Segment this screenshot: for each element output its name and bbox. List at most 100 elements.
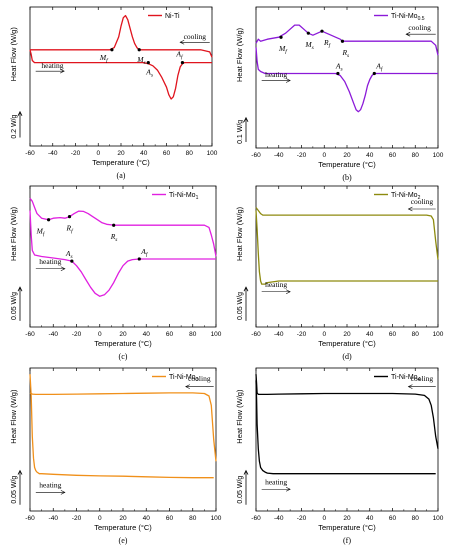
transition-label: Af [140, 247, 149, 258]
x-tick-label: 80 [189, 331, 197, 338]
series-line-cooling [255, 207, 439, 260]
x-tick-label: -40 [49, 331, 59, 338]
legend-label: Ti-Ni-Mo2 [391, 192, 421, 201]
cooling-label: cooling [184, 32, 207, 41]
x-tick-label: 20 [343, 515, 351, 522]
transition-label: As [65, 249, 73, 260]
x-tick-label: 80 [412, 515, 420, 522]
x-tick-label: 20 [117, 150, 125, 157]
x-axis-label: Temperature (°C) [92, 158, 150, 167]
panel-caption: (a) [117, 171, 126, 180]
x-tick-label: 0 [98, 515, 102, 522]
panel-caption: (f) [343, 536, 351, 545]
transition-point [372, 71, 376, 76]
x-tick-label: 80 [189, 515, 197, 522]
panel-d: -60 -40 -20 0 20 40 60 80 100 Temperature (°C) Hea… [235, 185, 444, 361]
series-line-heating [255, 47, 438, 113]
y-axis-label: Heat Flow (W/g) [235, 27, 244, 82]
scale-bar-label: 0.05 W/g [237, 476, 244, 504]
cooling-arrowhead [407, 384, 413, 389]
x-tick-label: 80 [412, 331, 420, 338]
cooling-label: cooling [411, 374, 434, 383]
transition-point [112, 223, 116, 227]
scale-bar-arrow [243, 116, 249, 122]
x-tick-label: 40 [140, 150, 148, 157]
x-tick-label: -40 [274, 152, 284, 159]
x-tick-label: -60 [251, 515, 261, 522]
x-tick-label: 80 [186, 150, 194, 157]
x-tick-label: 100 [211, 331, 222, 338]
x-tick-label: 100 [433, 331, 444, 338]
x-tick-label: 80 [412, 152, 420, 159]
transition-label: As [335, 61, 343, 72]
heating-label: heating [41, 61, 63, 70]
x-tick-label: 0 [96, 150, 100, 157]
x-tick-label: -20 [72, 515, 82, 522]
x-tick-label: -60 [25, 515, 35, 522]
x-tick-label: -20 [297, 331, 307, 338]
transition-point [279, 35, 283, 39]
heating-arrowhead [60, 266, 66, 272]
x-axis-label: Temperature (°C) [318, 160, 376, 169]
y-axis-label: Heat Flow (W/g) [9, 27, 18, 82]
x-tick-label: 20 [119, 331, 127, 338]
x-tick-label: -40 [274, 331, 284, 338]
x-tick-label: 40 [366, 331, 374, 338]
heating-arrowhead [285, 486, 291, 492]
transition-label: Ms [304, 40, 313, 51]
transition-point [306, 31, 310, 35]
scale-bar-label: 0.1 W/g [237, 120, 244, 144]
x-tick-label: -60 [251, 331, 261, 338]
heating-arrowhead [60, 490, 66, 495]
cooling-label: cooling [408, 23, 431, 32]
transition-point [110, 48, 114, 52]
transition-label: Rs [341, 48, 349, 59]
legend-label: Ti-Ni-Mo3 [169, 374, 199, 383]
transition-point [340, 39, 345, 43]
x-tick-label: 60 [389, 331, 397, 338]
cooling-arrowhead [185, 384, 190, 389]
cooling-arrowhead [405, 31, 411, 37]
x-tick-label: -20 [297, 152, 307, 159]
transition-point [146, 61, 150, 65]
transition-label: As [145, 68, 153, 79]
panel-f: -60 -40 -20 0 20 40 60 80 100 Temperature (°C) Hea… [235, 367, 444, 545]
x-tick-label: -40 [48, 150, 58, 157]
x-tick-label: -20 [71, 150, 81, 157]
series-line-cooling [30, 14, 213, 58]
transition-label: Mf [99, 53, 109, 64]
transition-label: Mf [36, 227, 46, 238]
x-tick-label: -60 [251, 152, 261, 159]
x-tick-label: -60 [25, 331, 35, 338]
heating-label: heating [265, 70, 287, 79]
x-tick-label: 20 [343, 152, 351, 159]
legend-label: Ti-Ni-Mo4 [391, 374, 421, 383]
series-line-heating [29, 49, 212, 100]
scale-bar-arrow [17, 286, 23, 292]
plot-frame [255, 185, 439, 328]
scale-bar-arrow [17, 110, 23, 116]
x-tick-label: 0 [322, 152, 326, 159]
legend-label: Ti-Ni-Mo1 [169, 192, 199, 201]
panel-e: -60 -40 -20 0 20 40 60 80 100 Temperature (°C) Hea… [9, 367, 222, 545]
scale-bar-label: 0.2 W/g [11, 114, 18, 138]
x-tick-label: -20 [297, 515, 307, 522]
series-line-heating [255, 380, 436, 475]
cooling-label: cooling [411, 197, 434, 206]
transition-label: Mf [278, 44, 288, 55]
transition-point [320, 29, 324, 33]
scale-bar-arrow [243, 469, 249, 475]
x-tick-label: 40 [366, 152, 374, 159]
cooling-label: cooling [188, 374, 211, 383]
cooling-arrowhead [407, 206, 413, 212]
x-tick-label: -20 [72, 331, 82, 338]
legend-label: Ni-Ti [165, 13, 180, 20]
transition-label: Rs [110, 232, 118, 243]
legend-label: Ti-Ni-Mo0.5 [391, 13, 425, 22]
x-tick-label: 60 [389, 515, 397, 522]
x-tick-label: 100 [433, 152, 444, 159]
heating-arrowhead [59, 68, 65, 74]
x-tick-label: 40 [366, 515, 374, 522]
x-tick-label: -40 [49, 515, 59, 522]
x-tick-label: 0 [322, 331, 326, 338]
